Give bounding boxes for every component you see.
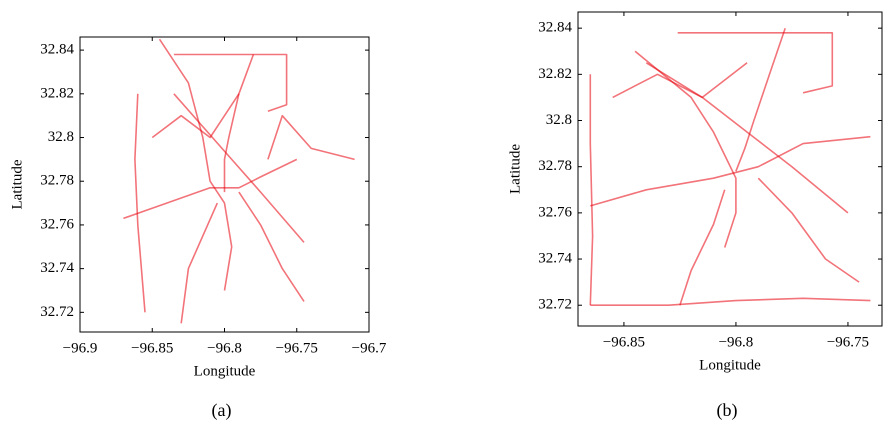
trajectory (123, 158, 298, 220)
y-tick-label: 32.8 (546, 112, 572, 128)
y-axis-label: Latitude (9, 159, 25, 209)
trajectory (223, 54, 255, 193)
y-tick-label: 32.76 (538, 204, 572, 220)
trajectory (589, 74, 594, 306)
x-axis-label: Longitude (194, 363, 256, 379)
trajectory (267, 114, 355, 161)
y-tick-label: 32.82 (538, 66, 572, 82)
caption: (b) (717, 400, 738, 421)
x-tick-label: −96.7 (352, 340, 387, 356)
y-tick-label: 32.82 (40, 85, 74, 101)
y-tick-label: 32.76 (40, 216, 74, 232)
y-tick-label: 32.74 (40, 260, 74, 276)
x-axis-label: Longitude (699, 357, 761, 373)
y-tick-label: 32.78 (40, 173, 74, 189)
trajectory (757, 177, 860, 283)
y-tick-label: 32.74 (538, 250, 572, 266)
y-tick-label: 32.8 (48, 129, 74, 145)
trajectory (645, 62, 849, 214)
trajectory (590, 135, 871, 207)
x-tick-label: −96.75 (827, 334, 869, 350)
y-tick-label: 32.84 (40, 42, 74, 58)
trajectory (735, 27, 786, 172)
y-tick-label: 32.84 (538, 20, 572, 36)
x-tick-label: −96.75 (276, 340, 318, 356)
x-tick-label: −96.85 (131, 340, 173, 356)
trajectory (612, 62, 748, 99)
trajectory (180, 202, 219, 324)
y-tick-label: 32.72 (40, 304, 74, 320)
caption: (a) (212, 400, 232, 421)
y-tick-label: 32.78 (538, 158, 572, 174)
plot-frame (577, 11, 883, 327)
trajectory (151, 93, 240, 139)
x-tick-label: −96.8 (207, 340, 242, 356)
trajectory (134, 93, 146, 313)
x-tick-label: −96.9 (63, 340, 98, 356)
trajectory (173, 93, 305, 243)
x-tick-label: −96.8 (719, 334, 754, 350)
trajectory (173, 53, 288, 113)
x-tick-label: −96.85 (603, 334, 645, 350)
y-tick-label: 32.72 (538, 297, 572, 313)
trajectory (238, 191, 305, 302)
trajectory (677, 31, 834, 94)
trajectory (590, 297, 871, 306)
trajectory (634, 50, 737, 248)
trajectory (158, 38, 233, 291)
trajectory (679, 189, 726, 306)
y-axis-label: Latitude (507, 144, 523, 194)
